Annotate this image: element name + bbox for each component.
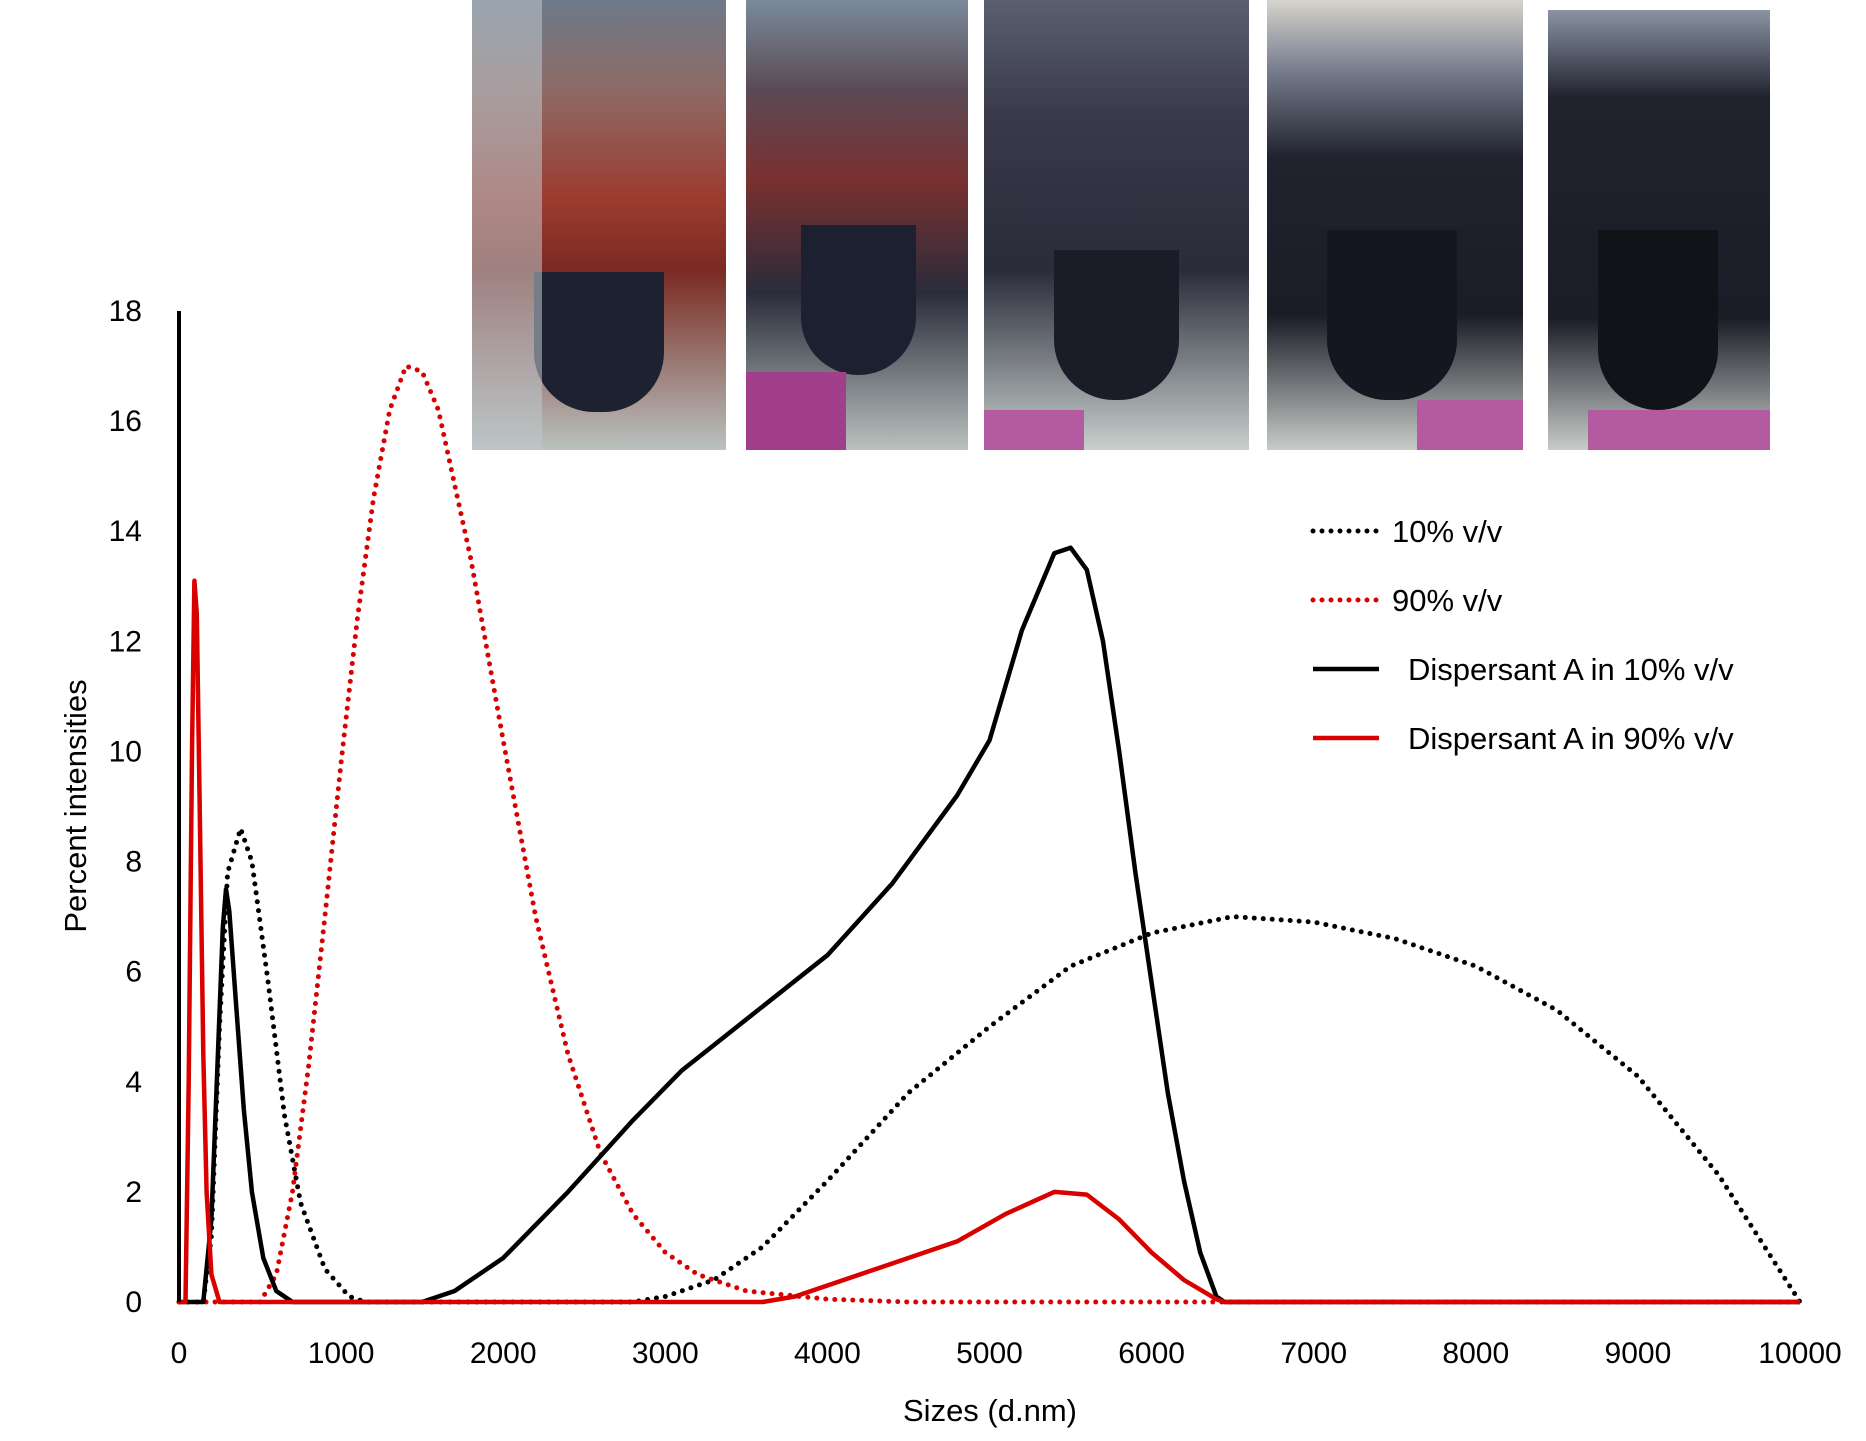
y-tick-label: 0 xyxy=(125,1286,142,1319)
series-line-1 xyxy=(176,826,1803,1305)
x-tick-label: 8000 xyxy=(1442,1337,1509,1370)
x-tick-label: 0 xyxy=(171,1337,188,1370)
legend-label-1: 10% v/v xyxy=(1392,514,1503,549)
x-tick-label: 2000 xyxy=(470,1337,537,1370)
y-tick-label: 12 xyxy=(109,625,142,658)
tube-photo-4 xyxy=(1267,0,1523,450)
y-axis-title: Percent intensities xyxy=(58,679,93,932)
y-tick-label: 18 xyxy=(109,295,142,328)
x-tick-label: 4000 xyxy=(794,1337,861,1370)
legend-label-2: 90% v/v xyxy=(1392,583,1503,618)
legend-label-3: Dispersant A in 10% v/v xyxy=(1408,652,1734,687)
y-tick-label: 2 xyxy=(125,1176,142,1209)
tube-photo-1 xyxy=(472,0,726,450)
y-tick-label: 8 xyxy=(125,846,142,879)
y-tick-label: 4 xyxy=(125,1066,142,1099)
series-line-3 xyxy=(179,545,1800,1305)
y-tick-label: 14 xyxy=(109,515,142,548)
x-tick-label: 5000 xyxy=(956,1337,1023,1370)
x-tick-label: 9000 xyxy=(1605,1337,1672,1370)
x-tick-label: 7000 xyxy=(1280,1337,1347,1370)
tube-photo-2 xyxy=(746,0,968,450)
series-line-2 xyxy=(176,363,1803,1305)
x-tick-label: 1000 xyxy=(308,1337,375,1370)
x-tick-label: 3000 xyxy=(632,1337,699,1370)
y-tick-label: 16 xyxy=(109,405,142,438)
y-tick-label: 6 xyxy=(125,956,142,989)
x-axis-title: Sizes (d.nm) xyxy=(903,1393,1077,1428)
x-tick-label: 10000 xyxy=(1758,1337,1841,1370)
tube-photo-5 xyxy=(1548,10,1770,450)
series-layer xyxy=(176,363,1803,1305)
tube-photo-3 xyxy=(984,0,1249,450)
y-tick-label: 10 xyxy=(109,735,142,768)
legend-label-4: Dispersant A in 90% v/v xyxy=(1408,721,1734,756)
legend: 10% v/v 90% v/v Dispersant A in 10% v/v Dis… xyxy=(1310,514,1734,756)
ticks-layer: 0 1000 2000 3000 4000 5000 6000 7000 8000 9000 100… xyxy=(109,295,1842,1370)
series-line-4 xyxy=(179,578,1800,1305)
x-tick-label: 6000 xyxy=(1118,1337,1185,1370)
